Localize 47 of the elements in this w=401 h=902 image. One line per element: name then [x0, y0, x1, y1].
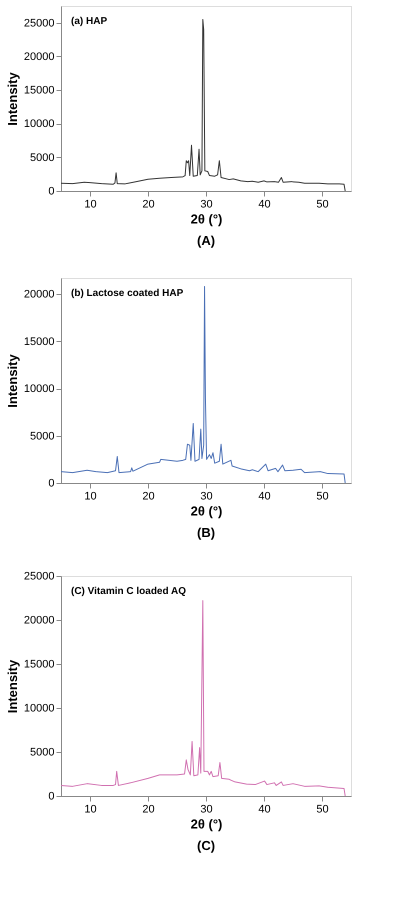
line-series	[61, 18, 346, 191]
y-tick-label: 15000	[24, 84, 54, 97]
y-tick-label: 5000	[30, 152, 54, 164]
y-tick-label: 0	[48, 478, 54, 490]
x-tick-label: 50	[316, 804, 329, 816]
y-tick-label: 10000	[24, 702, 54, 714]
text: (A)	[196, 233, 216, 248]
x-tick-label: 50	[316, 198, 329, 210]
y-axis-title: Intensity	[4, 354, 20, 408]
x-tick-label: 20	[142, 804, 155, 816]
line-series	[61, 600, 346, 796]
y-axis-title: Intensity	[4, 659, 20, 714]
line-series	[61, 286, 346, 483]
x-tick-label: 40	[258, 198, 271, 210]
y-tick-label: 15000	[24, 336, 54, 348]
y-tick-label: 15000	[24, 658, 54, 670]
x-tick-label: 30	[200, 804, 213, 816]
y-axis-title: Intensity	[4, 72, 20, 126]
y-tick-label: 0	[48, 790, 54, 802]
y-tick-label: 25000	[24, 17, 54, 30]
text: (C) Vitamin C loaded AQ	[71, 586, 186, 597]
y-tick-label: 25000	[24, 570, 54, 582]
text: (b) Lactose coated HAP	[71, 288, 184, 299]
x-axis-title: 2θ (°)	[190, 504, 222, 518]
x-tick-label: 10	[84, 490, 97, 502]
y-tick-label: 20000	[24, 614, 54, 626]
x-tick-label: 10	[84, 198, 97, 210]
x-tick-label: 10	[84, 804, 97, 816]
x-tick-label: 30	[200, 198, 213, 210]
x-axis-title: 2θ (°)	[190, 816, 222, 832]
x-tick-label: 20	[142, 490, 155, 502]
y-tick-label: 0	[48, 186, 54, 198]
x-tick-label: 20	[142, 198, 155, 210]
text: (B)	[196, 525, 216, 540]
y-tick-label: 20000	[24, 50, 54, 63]
text: (C)	[196, 838, 216, 853]
text: (a) HAP	[71, 16, 108, 27]
x-tick-label: 40	[258, 804, 271, 816]
x-tick-label: 50	[316, 490, 329, 502]
y-tick-label: 5000	[30, 746, 54, 758]
y-tick-label: 10000	[24, 118, 54, 130]
y-tick-label: 5000	[30, 430, 54, 442]
x-tick-label: 40	[258, 490, 271, 502]
y-tick-label: 20000	[24, 288, 54, 301]
x-tick-label: 30	[200, 490, 213, 502]
y-tick-label: 10000	[24, 383, 54, 396]
x-axis-title: 2θ (°)	[190, 212, 222, 226]
